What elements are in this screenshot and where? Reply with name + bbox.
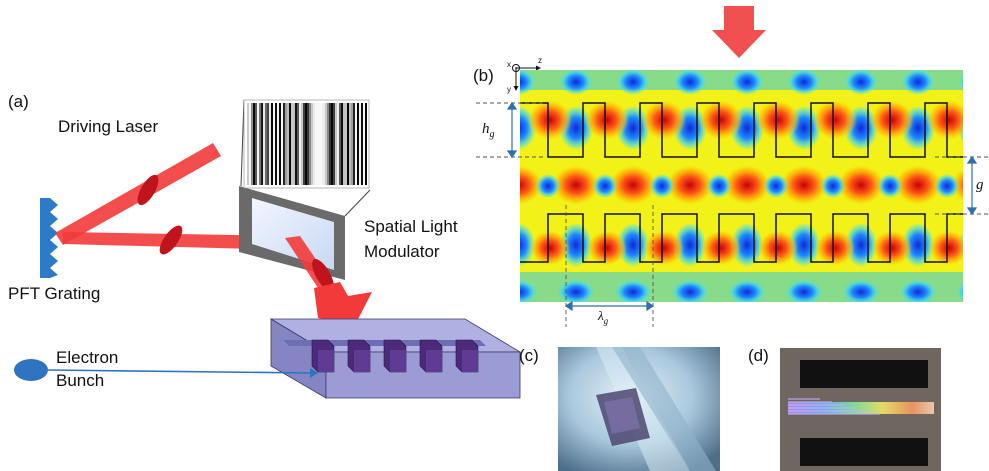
- electron-bunch: [14, 359, 318, 381]
- axis-z-label: z: [538, 56, 542, 65]
- laser-beam-to-structure: [285, 236, 372, 325]
- panel-b: (b) x z y: [473, 6, 989, 327]
- pft-grating-label: PFT Grating: [8, 284, 100, 303]
- panel-b-label: (b): [473, 66, 494, 85]
- axis-x-label: x: [507, 60, 511, 69]
- slm-phase-pattern: [243, 99, 370, 189]
- gap-label: g: [976, 177, 984, 193]
- coordinate-axes: x z y: [507, 56, 542, 94]
- axis-y-label: y: [507, 85, 511, 94]
- pft-grating: [40, 198, 58, 278]
- electron-bunch-label-line1: Electron: [56, 348, 118, 367]
- dielectric-structure: [269, 318, 522, 399]
- field-map: [520, 70, 963, 302]
- laser-beam-to-slm: [63, 225, 292, 255]
- incident-laser-arrow: [712, 6, 766, 58]
- panel-a-label: (a): [8, 92, 29, 111]
- period-label: λg: [597, 308, 609, 326]
- panel-d: (d): [748, 346, 941, 471]
- panel-a: (a) Driving Laser Spatial Light Modulato…: [8, 92, 522, 399]
- slm-label-line2: Modulator: [364, 242, 440, 261]
- driving-laser-label: Driving Laser: [58, 117, 158, 136]
- panel-c-label: (c): [519, 346, 539, 365]
- panel-c: (c): [519, 346, 720, 471]
- slm-label-line1: Spatial Light: [364, 217, 458, 236]
- ridge-height-label: hg: [482, 121, 495, 140]
- spatial-light-modulator: [239, 99, 371, 280]
- incoming-laser-beam: [55, 143, 221, 245]
- panel-d-label: (d): [748, 346, 769, 365]
- electron-bunch-label-line2: Bunch: [56, 371, 104, 390]
- dimension-arrows: [506, 101, 978, 312]
